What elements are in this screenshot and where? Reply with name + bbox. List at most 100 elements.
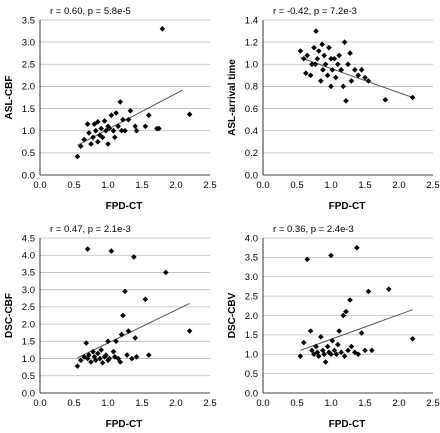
scatter-panel-4: 0.0 0.5 1.0 1.5 2.0 2.5 3.0 3.5 4.0 0.0 0.5 1.0 1.5 2… xyxy=(227,224,440,430)
data-point xyxy=(328,83,334,90)
data-point xyxy=(142,123,149,130)
scatter-panel-3: 0.0 0.5 1.0 1.5 2.0 2.5 3.0 3.5 4.0 4.5 0.0 0.5 1.0 1… xyxy=(4,224,217,430)
y-tick-label: 1.0 xyxy=(245,350,258,361)
data-point xyxy=(336,52,342,59)
data-point xyxy=(120,312,126,319)
data-point xyxy=(92,127,99,134)
data-point xyxy=(309,347,315,354)
x-tick-label: 2.0 xyxy=(392,180,405,191)
data-point xyxy=(307,72,314,79)
x-tick-label: 1.0 xyxy=(101,398,114,409)
y-tick-label: 1.5 xyxy=(22,337,35,348)
data-point xyxy=(115,123,121,130)
x-tick-label: 0.5 xyxy=(67,180,80,191)
y-tick-label: 1.2 xyxy=(245,37,258,48)
y-tick-label: 1.0 xyxy=(245,60,258,71)
data-point xyxy=(352,67,358,73)
data-point xyxy=(84,121,91,127)
data-point xyxy=(120,116,126,123)
data-point xyxy=(328,252,334,259)
correlation-annotation: r = 0.60, p = 5.8e-5 xyxy=(50,6,131,17)
data-point xyxy=(132,335,138,341)
data-point xyxy=(132,123,138,130)
data-point xyxy=(318,78,324,84)
data-point xyxy=(345,347,351,354)
data-point xyxy=(86,130,92,136)
data-point xyxy=(319,41,325,48)
y-tick-label: 4.5 xyxy=(22,233,35,244)
y-tick-label: 1.4 xyxy=(245,15,258,26)
y-axis-label: DSC-CBF xyxy=(4,293,15,338)
data-point xyxy=(83,340,90,346)
data-point xyxy=(355,72,361,79)
y-tick-label: 2.0 xyxy=(245,311,258,322)
data-point xyxy=(320,67,326,73)
data-point xyxy=(118,127,125,134)
y-tick-label: 0.0 xyxy=(22,388,35,399)
data-point xyxy=(297,48,304,54)
x-tick-label: 2.0 xyxy=(392,398,405,409)
data-point xyxy=(99,134,106,141)
x-tick-label: 1.0 xyxy=(324,180,337,191)
data-point xyxy=(315,353,322,359)
data-point xyxy=(90,134,96,141)
data-point xyxy=(328,351,334,358)
data-point xyxy=(332,74,339,81)
data-point xyxy=(95,138,101,145)
data-point xyxy=(348,78,355,84)
data-point xyxy=(331,55,338,62)
y-axis-label: ASL-arrival time xyxy=(227,59,238,136)
y-tick-label: 0.0 xyxy=(245,388,258,399)
data-point xyxy=(314,349,321,356)
data-point xyxy=(105,338,111,345)
trend-line xyxy=(300,309,413,351)
data-point xyxy=(345,61,351,68)
data-point xyxy=(326,349,332,356)
data-point xyxy=(304,52,310,59)
data-point xyxy=(358,67,365,73)
y-tick-label: 0.0 xyxy=(245,170,258,181)
x-tick-label: 0.5 xyxy=(67,398,80,409)
x-tick-label: 1.5 xyxy=(358,180,371,191)
data-point xyxy=(117,99,124,105)
y-tick-label: 0.8 xyxy=(245,82,258,93)
data-point xyxy=(186,111,193,118)
data-point xyxy=(113,338,119,345)
data-point xyxy=(133,127,140,134)
x-tick-label: 2.5 xyxy=(426,398,439,409)
data-point xyxy=(324,72,331,79)
data-point xyxy=(159,26,166,32)
data-point xyxy=(324,343,331,350)
y-tick-label: 0.6 xyxy=(245,104,258,115)
data-point xyxy=(329,337,336,344)
data-point xyxy=(122,288,128,295)
data-point xyxy=(146,352,152,358)
data-point xyxy=(347,50,353,57)
x-axis-label: FPD-CT xyxy=(106,201,143,212)
x-tick-label: 0.0 xyxy=(256,398,269,409)
x-tick-label: 2.0 xyxy=(169,180,182,191)
y-tick-label: 0.4 xyxy=(245,126,258,137)
data-point xyxy=(335,61,341,68)
data-point xyxy=(124,352,130,358)
trend-line xyxy=(77,89,184,146)
data-point xyxy=(307,328,314,334)
data-point xyxy=(313,343,319,350)
y-tick-label: 1.0 xyxy=(22,126,35,137)
data-point xyxy=(122,127,128,134)
data-point xyxy=(125,116,132,123)
data-point xyxy=(365,78,372,84)
y-tick-label: 4.0 xyxy=(245,233,258,244)
data-point xyxy=(142,296,149,303)
data-point xyxy=(101,354,108,360)
data-point xyxy=(340,312,347,319)
data-point xyxy=(409,335,416,342)
y-tick-label: 0.0 xyxy=(22,170,35,181)
data-point xyxy=(108,112,115,119)
data-point xyxy=(328,55,334,62)
x-tick-label: 0.5 xyxy=(290,398,303,409)
data-point xyxy=(369,347,375,354)
data-point xyxy=(103,127,109,134)
data-point xyxy=(322,359,329,365)
